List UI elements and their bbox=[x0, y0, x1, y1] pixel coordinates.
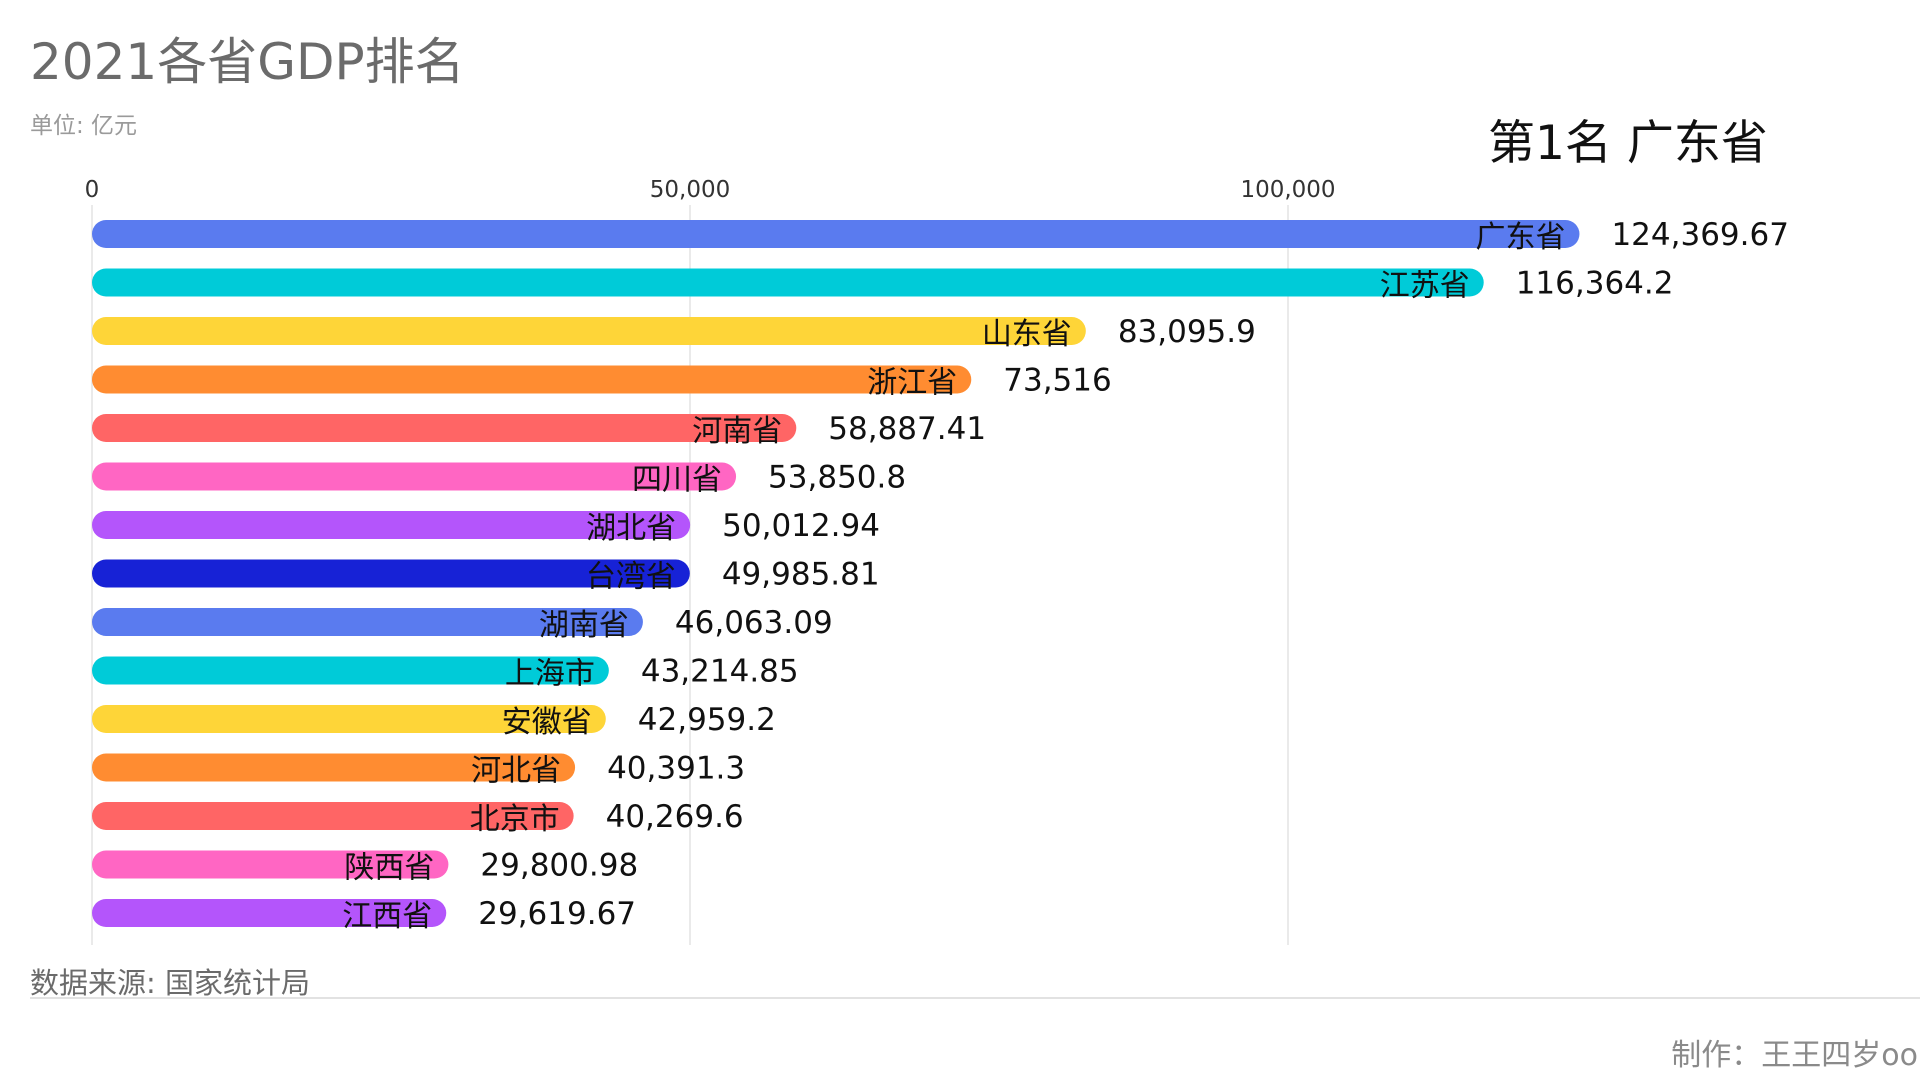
value-label: 29,800.98 bbox=[480, 848, 638, 884]
category-label: 陕西省 bbox=[344, 851, 434, 886]
bar bbox=[92, 220, 1580, 248]
bar bbox=[92, 608, 643, 636]
bar bbox=[92, 511, 691, 539]
category-label: 浙江省 bbox=[867, 366, 957, 401]
bar bbox=[92, 753, 576, 782]
category-label: 河北省 bbox=[471, 754, 561, 789]
category-label: 湖北省 bbox=[586, 511, 676, 546]
category-label: 上海市 bbox=[505, 657, 595, 692]
x-tick-label: 100,000 bbox=[1240, 177, 1335, 203]
bar bbox=[92, 317, 1086, 345]
value-label: 40,269.6 bbox=[606, 799, 744, 835]
bar bbox=[92, 802, 574, 830]
category-label: 湖南省 bbox=[539, 608, 629, 643]
category-label: 河南省 bbox=[692, 414, 782, 449]
x-tick-label: 0 bbox=[85, 177, 100, 203]
bar bbox=[92, 559, 690, 588]
unit-label: 单位: 亿元 bbox=[30, 113, 138, 139]
category-label: 山东省 bbox=[982, 317, 1072, 352]
value-label: 58,887.41 bbox=[828, 411, 986, 447]
category-label: 广东省 bbox=[1475, 220, 1565, 255]
bar bbox=[92, 462, 737, 491]
value-label: 40,391.3 bbox=[607, 751, 745, 787]
category-label: 北京市 bbox=[470, 802, 560, 837]
rank-label: 第1名 广东省 bbox=[1488, 116, 1768, 171]
x-tick-label: 50,000 bbox=[650, 177, 730, 203]
value-label: 124,369.67 bbox=[1611, 217, 1789, 253]
value-label: 73,516 bbox=[1003, 363, 1111, 399]
value-label: 49,985.81 bbox=[722, 557, 880, 593]
bar bbox=[92, 365, 972, 394]
category-label: 江苏省 bbox=[1380, 269, 1470, 304]
credit-label: 制作：王王四岁oo bbox=[1671, 1038, 1918, 1073]
category-label: 四川省 bbox=[632, 463, 722, 498]
data-source: 数据来源: 国家统计局 bbox=[30, 966, 310, 1000]
footer-divider bbox=[30, 997, 1920, 999]
bar bbox=[92, 268, 1484, 297]
value-label: 83,095.9 bbox=[1118, 314, 1256, 350]
bar bbox=[92, 850, 449, 879]
value-label: 53,850.8 bbox=[768, 460, 906, 496]
bar bbox=[92, 414, 797, 442]
value-label: 29,619.67 bbox=[478, 896, 636, 932]
category-label: 江西省 bbox=[342, 899, 432, 934]
value-label: 43,214.85 bbox=[641, 654, 799, 690]
bar bbox=[92, 899, 447, 927]
bar-chart: 0 50,000 100,000 广东省 124,369.67 江苏省 116,364.2 山… bbox=[85, 177, 1789, 945]
value-label: 50,012.94 bbox=[722, 508, 880, 544]
bar bbox=[92, 705, 606, 733]
category-label: 台湾省 bbox=[586, 560, 676, 595]
category-label: 安徽省 bbox=[502, 705, 592, 740]
value-label: 42,959.2 bbox=[638, 702, 776, 738]
value-label: 116,364.2 bbox=[1516, 266, 1674, 302]
bar bbox=[92, 656, 609, 685]
chart-title: 2021各省GDP排名 bbox=[30, 33, 465, 91]
value-label: 46,063.09 bbox=[675, 605, 833, 641]
